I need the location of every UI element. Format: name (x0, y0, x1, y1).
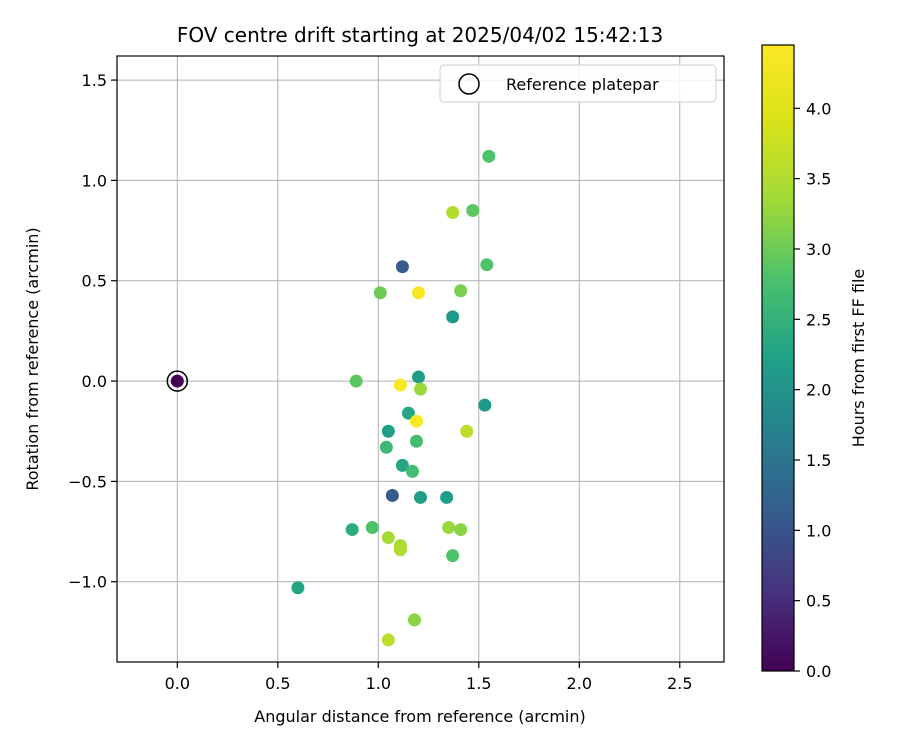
data-point (379, 440, 393, 454)
y-axis-ticks: −1.0 −0.5 0.0 0.5 1.0 1.5 (68, 71, 117, 592)
data-point (478, 398, 492, 412)
y-tick-label: 1.0 (82, 171, 107, 190)
y-tick-label: 1.5 (82, 71, 107, 90)
points (166, 149, 496, 647)
data-point (482, 149, 496, 163)
data-point (381, 531, 395, 545)
y-tick-label: 0.5 (82, 272, 107, 291)
colorbar (761, 44, 795, 672)
x-axis-ticks: 0.0 0.5 1.0 1.5 2.0 2.5 (165, 662, 693, 693)
colorbar-ticks: 0.0 0.5 1.0 1.5 2.0 2.5 3.0 3.5 4.0 (794, 99, 831, 681)
colorbar-tick-label: 0.5 (806, 592, 831, 611)
data-point (401, 406, 415, 420)
data-point (409, 414, 423, 428)
colorbar-tick-label: 0.0 (806, 662, 831, 681)
data-point (407, 613, 421, 627)
data-point (414, 490, 427, 504)
grid (117, 56, 724, 662)
x-tick-label: 1.5 (466, 674, 491, 693)
colorbar-tick-label: 2.5 (806, 310, 831, 329)
legend-reference-marker (458, 73, 480, 95)
data-point (395, 260, 409, 274)
colorbar-tick-label: 3.5 (806, 170, 831, 189)
x-tick-label: 0.0 (165, 674, 190, 693)
data-point (409, 434, 423, 448)
x-tick-label: 1.0 (366, 674, 391, 693)
legend-box (439, 64, 717, 103)
x-tick-label: 0.5 (265, 674, 290, 693)
colorbar-tick-label: 4.0 (806, 99, 831, 118)
colorbar-tick-label: 3.0 (806, 240, 831, 259)
data-point (446, 549, 460, 563)
reference-marker (166, 370, 189, 392)
y-tick-label: −0.5 (68, 472, 107, 491)
data-point (460, 424, 474, 438)
data-point (395, 458, 409, 472)
data-point (414, 382, 427, 396)
legend-label: Reference platepar (506, 75, 659, 94)
data-point (480, 258, 494, 272)
data-point (466, 204, 480, 218)
data-point (381, 633, 395, 647)
data-point (440, 490, 454, 504)
data-point (411, 286, 425, 300)
x-tick-label: 2.5 (667, 674, 692, 693)
data-point (442, 521, 456, 535)
data-point (405, 464, 419, 478)
y-axis-label: Rotation from reference (arcmin) (23, 227, 42, 490)
data-point (381, 424, 395, 438)
colorbar-tick-label: 1.5 (806, 451, 831, 470)
legend: Reference platepar (439, 64, 717, 103)
data-point (411, 370, 425, 384)
data-point (454, 523, 468, 537)
chart-title: FOV centre drift starting at 2025/04/02 … (177, 23, 663, 47)
colorbar-tick-label: 1.0 (806, 521, 831, 540)
x-tick-label: 2.0 (567, 674, 592, 693)
data-point (393, 378, 407, 392)
y-tick-label: 0.0 (82, 372, 107, 391)
data-point (365, 521, 379, 535)
colorbar-tick-label: 2.0 (806, 381, 831, 400)
plot-frame (116, 55, 725, 663)
data-point (373, 286, 387, 300)
data-point (393, 543, 407, 557)
data-point (454, 284, 468, 298)
data-point (385, 488, 399, 502)
data-point (446, 310, 460, 324)
data-point (291, 581, 305, 595)
colorbar-label: Hours from first FF file (849, 269, 868, 448)
data-point (345, 523, 359, 537)
data-point (349, 374, 363, 388)
y-tick-label: −1.0 (68, 573, 107, 592)
data-point (170, 374, 184, 388)
data-point (446, 206, 460, 220)
x-axis-label: Angular distance from reference (arcmin) (254, 707, 585, 726)
